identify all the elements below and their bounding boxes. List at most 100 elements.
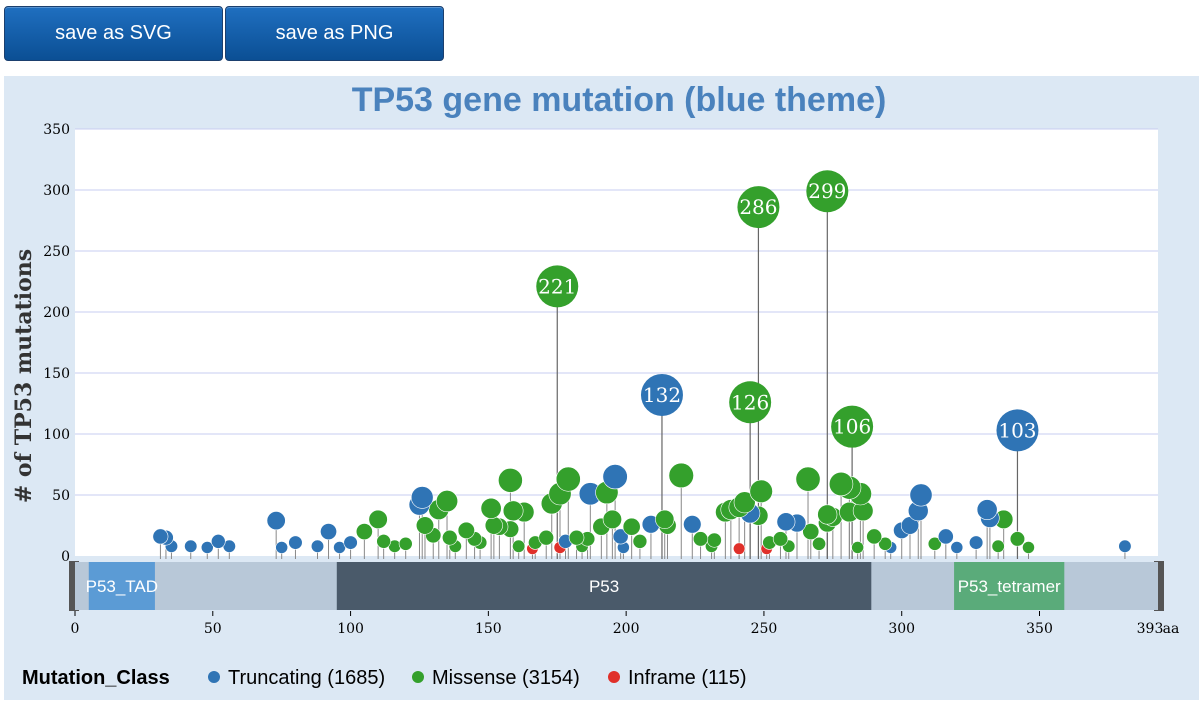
x-unit-label: aa bbox=[1163, 621, 1180, 637]
lollipop-head bbox=[266, 511, 286, 531]
legend-missense-icon bbox=[412, 671, 424, 683]
lollipop-head bbox=[1118, 539, 1132, 553]
lollipop-label: 221 bbox=[538, 274, 576, 298]
domain-bar-cap-right bbox=[1154, 561, 1164, 611]
lollipop-head bbox=[484, 516, 503, 535]
lollipop-head bbox=[806, 170, 849, 213]
domain-block bbox=[88, 562, 155, 610]
lollipop-head bbox=[310, 539, 325, 553]
lollipop-head bbox=[320, 523, 337, 541]
lollipop-head bbox=[498, 468, 523, 493]
x-tick-label: 100 bbox=[337, 621, 364, 637]
x-tick-label: 250 bbox=[751, 621, 778, 637]
y-tick-label: 100 bbox=[43, 427, 70, 443]
lollipop-head bbox=[831, 405, 874, 448]
y-tick-label: 50 bbox=[52, 488, 70, 504]
lollipop-head bbox=[602, 509, 622, 529]
lollipop-head bbox=[1022, 541, 1035, 554]
y-tick-label: 0 bbox=[61, 549, 70, 565]
lollipop-head bbox=[211, 534, 226, 549]
domain-layer: P53_TAD P53 P53_tetramer bbox=[69, 561, 1164, 611]
lollipop-head bbox=[442, 529, 458, 546]
lollipop-head bbox=[436, 490, 459, 513]
lollipop-head bbox=[152, 528, 169, 545]
domain-label: P53_tetramer bbox=[958, 577, 1061, 596]
lollipop-head bbox=[512, 539, 526, 553]
lollipop-head bbox=[184, 539, 198, 553]
lollipop-head bbox=[200, 541, 214, 554]
save-as-png-button[interactable]: save as PNG bbox=[225, 6, 444, 61]
lollipop-head bbox=[851, 541, 864, 554]
lollipop-head bbox=[376, 534, 391, 549]
lollipop-head bbox=[776, 512, 796, 532]
lollipop-head bbox=[692, 531, 709, 547]
lollipop-head bbox=[878, 536, 893, 551]
lollipop-head bbox=[1009, 531, 1026, 547]
x-tick-label: 300 bbox=[888, 621, 915, 637]
x-tick-label: 150 bbox=[475, 621, 502, 637]
legend-inframe-icon bbox=[608, 671, 620, 683]
lollipop-head bbox=[612, 528, 629, 545]
lollipop-head bbox=[343, 535, 358, 550]
y-tick-label: 350 bbox=[43, 122, 70, 138]
domain-bar-cap-left bbox=[69, 561, 79, 611]
lollipop-head bbox=[683, 515, 702, 534]
x-end-tick-label: 393 bbox=[1137, 621, 1164, 637]
lollipop-head bbox=[950, 541, 964, 554]
lollipop-head bbox=[729, 381, 772, 424]
lollipop-label: 103 bbox=[998, 418, 1036, 442]
lollipop-head bbox=[733, 491, 756, 514]
lollipop-head bbox=[937, 528, 954, 545]
lollipop-head bbox=[996, 409, 1039, 452]
lollipop-head bbox=[976, 499, 998, 521]
lollipop-head bbox=[991, 539, 1005, 553]
domain-block bbox=[954, 562, 1065, 610]
lollipop-head bbox=[368, 509, 388, 529]
lollipop-head bbox=[737, 186, 780, 229]
head-layer: 299 286 221 132 126 106 103 bbox=[152, 170, 1132, 555]
axis-layer: 0 50 100 150 200 250 300 350 0 50 100 150 200 250 300 3… bbox=[43, 122, 1179, 637]
lollipop-head bbox=[668, 462, 694, 489]
domain-label: P53 bbox=[589, 577, 619, 596]
lollipop-head bbox=[969, 535, 984, 550]
lollipop-head bbox=[288, 535, 303, 550]
lollipop-head bbox=[909, 483, 933, 507]
lollipop-head bbox=[536, 265, 579, 308]
lollipop-head bbox=[480, 497, 502, 519]
lollipop-head bbox=[655, 509, 675, 529]
y-tick-label: 250 bbox=[43, 244, 70, 260]
lollipop-head bbox=[398, 536, 413, 551]
lollipop-head bbox=[602, 464, 628, 490]
lollipop-head bbox=[355, 523, 373, 541]
lollipop-head bbox=[733, 542, 746, 555]
lollipop-head bbox=[568, 529, 585, 546]
lollipop-label: 132 bbox=[643, 383, 681, 407]
lollipop-head bbox=[457, 521, 475, 539]
lollipop-head bbox=[866, 528, 883, 545]
lollipop-head bbox=[415, 516, 435, 535]
lollipop-head bbox=[795, 466, 821, 492]
grid-layer bbox=[75, 128, 1158, 496]
lollipop-head bbox=[640, 373, 683, 416]
chart-panel: P53_TAD P53 P53_tetramer 299 286 221 132 126 10… bbox=[4, 76, 1199, 700]
lollipop-head bbox=[828, 471, 854, 497]
x-tick-label: 350 bbox=[1026, 621, 1053, 637]
lollipop-head bbox=[632, 534, 648, 549]
lollipop-chart: P53_TAD P53 P53_tetramer 299 286 221 132 126 10… bbox=[11, 81, 1179, 689]
legend-item-label: Inframe (115) bbox=[628, 667, 747, 689]
y-axis-label: # of TP53 mutations bbox=[11, 249, 37, 503]
x-tick-label: 0 bbox=[71, 621, 80, 637]
legend-item-label: Truncating (1685) bbox=[228, 667, 385, 689]
lollipop-head bbox=[538, 529, 554, 546]
lollipop-label: 106 bbox=[833, 415, 871, 439]
lollipop-head bbox=[812, 536, 826, 551]
lollipop-head bbox=[555, 466, 581, 492]
legend: Mutation_Class Truncating (1685) Missense … bbox=[22, 667, 747, 689]
save-as-svg-button[interactable]: save as SVG bbox=[4, 6, 223, 61]
lollipop-head bbox=[275, 541, 289, 554]
x-tick-label: 50 bbox=[204, 621, 222, 637]
legend-item-label: Missense (3154) bbox=[432, 667, 580, 689]
domain-label: P53_TAD bbox=[86, 577, 158, 596]
lollipop-head bbox=[502, 500, 524, 522]
lollipop-head bbox=[772, 531, 789, 547]
